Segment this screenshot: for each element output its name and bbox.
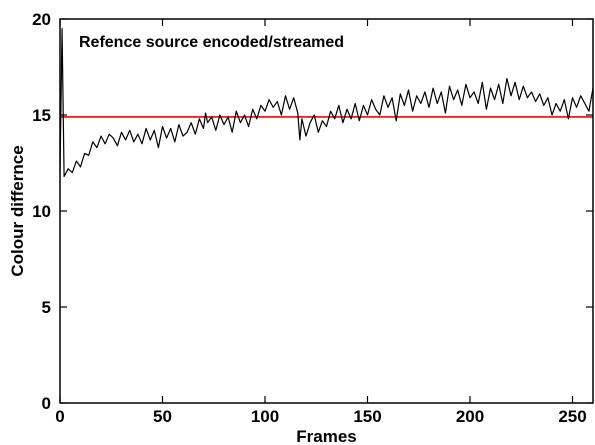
- y-axis-ticks: 0 5 10 15 20: [32, 10, 593, 413]
- x-axis-label: Frames: [296, 427, 356, 445]
- series-layer: [59, 28, 594, 178]
- x-tick-label-1: 50: [153, 407, 172, 426]
- x-tick-label-2: 100: [251, 407, 279, 426]
- y-tick-label-4: 20: [32, 10, 51, 29]
- x-tick-label-3: 150: [353, 407, 381, 426]
- series-line-0: [59, 28, 594, 178]
- y-tick-label-1: 5: [42, 298, 51, 317]
- x-tick-label-5: 250: [558, 407, 586, 426]
- chart-title: Refence source encoded/streamed: [79, 34, 344, 51]
- y-tick-label-0: 0: [42, 394, 51, 413]
- x-tick-label-4: 200: [456, 407, 484, 426]
- x-axis-ticks: 0 50 100 150 200 250: [55, 19, 587, 426]
- y-tick-label-2: 10: [32, 202, 51, 221]
- y-tick-label-3: 15: [32, 106, 51, 125]
- y-axis-label: Colour differnce: [8, 145, 27, 276]
- x-tick-label-0: 0: [55, 407, 64, 426]
- plot-frame: [59, 18, 594, 404]
